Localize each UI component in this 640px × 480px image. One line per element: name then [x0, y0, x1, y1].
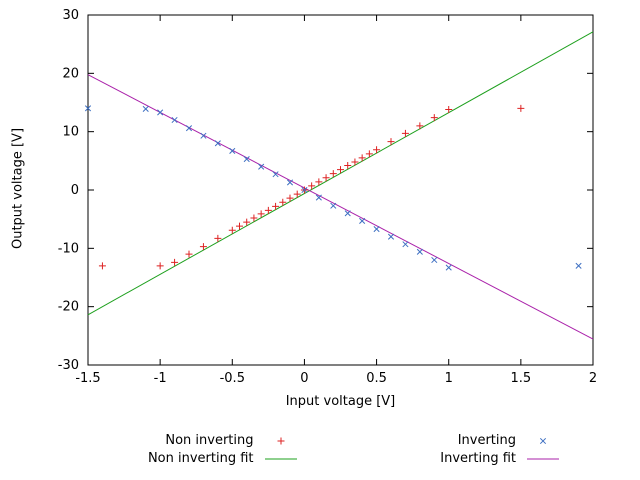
- plus-marker-sample: [277, 437, 284, 444]
- svg-text:-1.5: -1.5: [75, 371, 100, 386]
- svg-text:0: 0: [71, 183, 79, 198]
- fit-line-sample-magenta: [527, 458, 559, 459]
- svg-text:20: 20: [62, 66, 79, 81]
- legend-entry-non-inverting-fit: Non inverting fit: [35, 451, 298, 466]
- legend-label-inverting: Inverting: [457, 433, 516, 448]
- legend-label-inverting-fit: Inverting fit: [440, 451, 516, 466]
- svg-text:-20: -20: [58, 300, 79, 315]
- legend-entry-inverting-fit: Inverting fit: [298, 451, 561, 466]
- svg-text:-10: -10: [58, 241, 79, 256]
- svg-text:1: 1: [445, 371, 453, 386]
- svg-text:2: 2: [589, 371, 597, 386]
- svg-text:0.5: 0.5: [366, 371, 387, 386]
- x-axis-label: Input voltage [V]: [285, 394, 396, 409]
- svg-text:-0.5: -0.5: [220, 371, 245, 386]
- y-axis-label: Output voltage [V]: [10, 127, 26, 250]
- fit-line-sample-green: [264, 458, 297, 459]
- cross-marker-sample: [539, 437, 547, 444]
- svg-text:0: 0: [300, 371, 308, 386]
- svg-text:10: 10: [62, 125, 79, 140]
- legend: Non inverting Inverting Non inverting fi…: [35, 433, 560, 466]
- svg-text:-1: -1: [154, 371, 167, 386]
- legend-label-non-inverting-fit: Non inverting fit: [147, 451, 254, 466]
- svg-text:-30: -30: [58, 358, 79, 373]
- legend-entry-non-inverting: Non inverting: [35, 433, 298, 448]
- svg-text:1.5: 1.5: [511, 371, 532, 386]
- svg-text:30: 30: [62, 8, 79, 23]
- legend-entry-inverting: Inverting: [298, 433, 561, 448]
- legend-label-non-inverting: Non inverting: [165, 433, 254, 448]
